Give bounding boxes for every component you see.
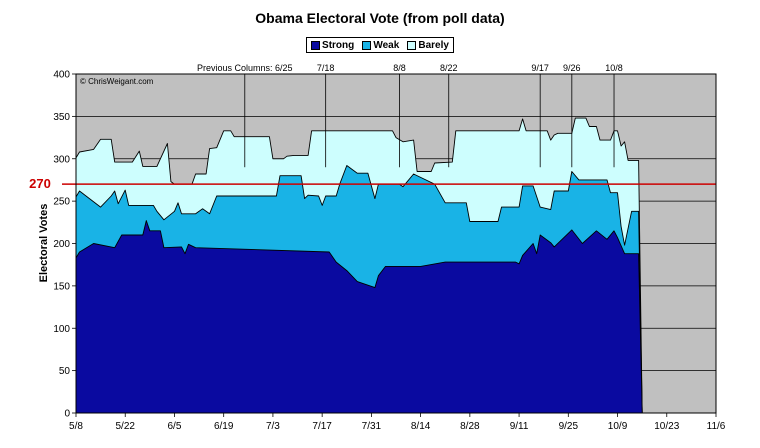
area-series-strong — [75, 220, 717, 414]
x-tick-label-1: 5/22 — [115, 421, 135, 432]
marker-label-6: 10/8 — [605, 63, 623, 73]
legend-item-weak: Weak — [362, 40, 399, 51]
x-tick-label-11: 10/9 — [608, 421, 628, 432]
legend-label-weak: Weak — [373, 39, 400, 51]
x-tick-label-7: 8/14 — [411, 421, 431, 432]
x-tick-label-8: 8/28 — [460, 421, 480, 432]
y-tick-label-100: 100 — [53, 324, 70, 335]
chart-title: Obama Electoral Vote (from poll data) — [255, 10, 505, 26]
y-tick-label-400: 400 — [53, 70, 70, 81]
x-tick-label-3: 6/19 — [214, 421, 234, 432]
legend-label-barely: Barely — [418, 39, 449, 51]
legend-item-barely: Barely — [407, 40, 449, 51]
x-tick-label-4: 7/3 — [266, 421, 280, 432]
x-tick-label-6: 7/31 — [362, 421, 382, 432]
marker-label-2: 8/8 — [393, 63, 406, 73]
x-tick-label-5: 7/17 — [312, 421, 332, 432]
legend-swatch-weak — [362, 40, 372, 50]
y-tick-label-200: 200 — [53, 239, 70, 250]
marker-label-5: 9/26 — [563, 63, 581, 73]
y-tick-label-0: 0 — [64, 409, 70, 420]
x-tick-label-13: 11/6 — [707, 421, 726, 432]
y-tick-label-300: 300 — [53, 154, 70, 165]
legend-item-strong: Strong — [311, 40, 354, 51]
marker-label-0: Previous Columns: 6/25 — [197, 63, 293, 73]
x-tick-label-0: 5/8 — [69, 421, 83, 432]
x-tick-label-10: 9/25 — [559, 421, 579, 432]
reference-line-label: 270 — [29, 176, 51, 191]
marker-label-4: 9/17 — [531, 63, 549, 73]
legend-swatch-barely — [407, 40, 417, 50]
y-tick-label-50: 50 — [59, 366, 71, 377]
y-tick-label-150: 150 — [53, 281, 70, 292]
legend: Strong Weak Barely — [306, 37, 454, 53]
x-tick-label-2: 6/5 — [168, 421, 182, 432]
legend-label-strong: Strong — [322, 39, 355, 51]
marker-label-3: 8/22 — [440, 63, 458, 73]
x-tick-label-12: 10/23 — [654, 421, 679, 432]
marker-label-1: 7/18 — [317, 63, 335, 73]
x-tick-label-9: 9/11 — [510, 421, 529, 432]
watermark-text: © ChrisWeigant.com — [80, 77, 154, 86]
legend-swatch-strong — [311, 40, 321, 50]
y-tick-label-250: 250 — [53, 197, 70, 208]
y-tick-label-350: 350 — [53, 112, 70, 123]
